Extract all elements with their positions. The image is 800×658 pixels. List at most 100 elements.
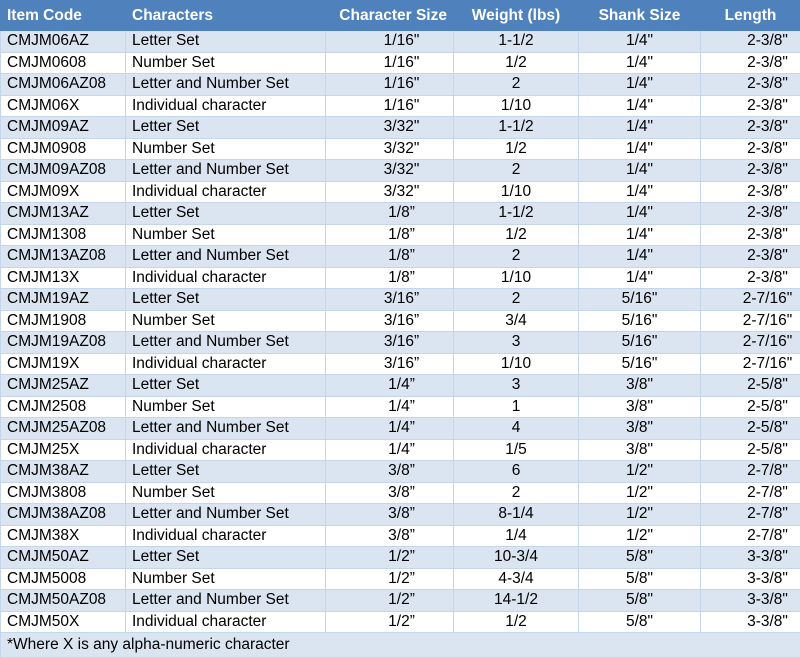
table-cell: 2-5/8" xyxy=(701,439,800,461)
table-cell: Letter and Number Set xyxy=(126,74,326,96)
table-cell: 3/16” xyxy=(326,353,454,375)
table-cell: 2-3/8" xyxy=(701,203,800,225)
table-cell: 2-3/8" xyxy=(701,52,800,74)
table-cell: CMJM25AZ08 xyxy=(1,418,126,440)
table-cell: 1/8” xyxy=(326,246,454,268)
table-cell: CMJM06AZ xyxy=(1,31,126,53)
table-cell: CMJM06X xyxy=(1,95,126,117)
table-cell: CMJM19X xyxy=(1,353,126,375)
table-cell: 2-5/8" xyxy=(701,418,800,440)
table-cell: Individual character xyxy=(126,267,326,289)
table-cell: Number Set xyxy=(126,224,326,246)
table-cell: 1/4" xyxy=(579,117,701,139)
table-cell: Number Set xyxy=(126,310,326,332)
table-cell: CMJM09AZ xyxy=(1,117,126,139)
table-cell: 2-7/16" xyxy=(701,310,800,332)
table-cell: 8-1/4 xyxy=(454,504,579,526)
table-cell: 1/2" xyxy=(579,504,701,526)
table-cell: 1-1/2 xyxy=(454,203,579,225)
table-cell: 3/16” xyxy=(326,310,454,332)
header-cell: Character Size xyxy=(326,1,454,31)
table-cell: 1/4" xyxy=(579,267,701,289)
table-cell: 5/16" xyxy=(579,289,701,311)
table-cell: Individual character xyxy=(126,353,326,375)
table-cell: 2-3/8" xyxy=(701,246,800,268)
table-cell: 1-1/2 xyxy=(454,117,579,139)
table-cell: 2-7/8" xyxy=(701,461,800,483)
table-cell: 1/4 xyxy=(454,525,579,547)
table-cell: 2 xyxy=(454,74,579,96)
table-cell: CMJM13AZ08 xyxy=(1,246,126,268)
table-cell: 1/4” xyxy=(326,439,454,461)
table-cell: CMJM19AZ xyxy=(1,289,126,311)
table-cell: 1/4” xyxy=(326,418,454,440)
table-cell: 2 xyxy=(454,246,579,268)
table-cell: Individual character xyxy=(126,95,326,117)
table-cell: 3/8” xyxy=(326,461,454,483)
table-cell: Letter Set xyxy=(126,203,326,225)
table-cell: 2-3/8" xyxy=(701,224,800,246)
table-cell: Individual character xyxy=(126,439,326,461)
footnote: *Where X is any alpha-numeric character xyxy=(1,633,800,658)
table-cell: 2-3/8" xyxy=(701,117,800,139)
table-cell: 1/2" xyxy=(579,461,701,483)
table-cell: 1/2 xyxy=(454,224,579,246)
table-cell: 1/2” xyxy=(326,568,454,590)
table-cell: 3/8" xyxy=(579,375,701,397)
table-cell: 1/4" xyxy=(579,203,701,225)
table-cell: 1/2” xyxy=(326,611,454,633)
table-cell: Letter Set xyxy=(126,461,326,483)
table-cell: 10-3/4 xyxy=(454,547,579,569)
table-cell: 3/8” xyxy=(326,482,454,504)
table-cell: 2-3/8" xyxy=(701,74,800,96)
table-cell: 1/8” xyxy=(326,267,454,289)
table-cell: CMJM50AZ08 xyxy=(1,590,126,612)
table-cell: 2-7/16" xyxy=(701,353,800,375)
table-cell: 2-3/8" xyxy=(701,138,800,160)
header-cell: Weight (lbs) xyxy=(454,1,579,31)
table-cell: 2-7/8" xyxy=(701,504,800,526)
table-cell: 14-1/2 xyxy=(454,590,579,612)
table-cell: 3/16” xyxy=(326,332,454,354)
table-cell: Letter and Number Set xyxy=(126,418,326,440)
table-cell: 1/4" xyxy=(579,181,701,203)
table-cell: 3/8” xyxy=(326,525,454,547)
table-cell: 5/16" xyxy=(579,310,701,332)
table-cell: 5/8" xyxy=(579,547,701,569)
table-cell: Number Set xyxy=(126,482,326,504)
table-cell: CMJM2508 xyxy=(1,396,126,418)
table-cell: CMJM50AZ xyxy=(1,547,126,569)
table-cell: 1/16" xyxy=(326,74,454,96)
table-cell: 1/4" xyxy=(579,224,701,246)
table-cell: 3/16” xyxy=(326,289,454,311)
table-cell: CMJM25AZ xyxy=(1,375,126,397)
table-cell: CMJM09AZ08 xyxy=(1,160,126,182)
table-cell: CMJM19AZ08 xyxy=(1,332,126,354)
table-cell: 1/4" xyxy=(579,31,701,53)
table-cell: 2-7/8" xyxy=(701,525,800,547)
table-cell: 3/8" xyxy=(579,418,701,440)
table-cell: 1/4" xyxy=(579,74,701,96)
table-cell: 2 xyxy=(454,289,579,311)
table-cell: 1/2 xyxy=(454,138,579,160)
footnote-row: *Where X is any alpha-numeric character xyxy=(1,633,800,658)
table-cell: Letter and Number Set xyxy=(126,160,326,182)
table-cell: 1/2" xyxy=(579,525,701,547)
table-cell: 4-3/4 xyxy=(454,568,579,590)
table-cell: 3/8" xyxy=(579,439,701,461)
table-cell: 1/2” xyxy=(326,590,454,612)
table-cell: Letter Set xyxy=(126,31,326,53)
